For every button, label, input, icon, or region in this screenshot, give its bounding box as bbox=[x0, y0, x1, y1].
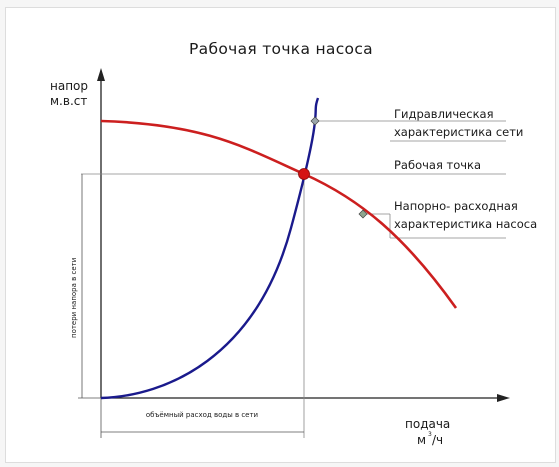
x-axis-arrow-icon bbox=[497, 394, 510, 402]
guide-lines bbox=[81, 120, 506, 438]
head-loss-dimension: потери напора в сети bbox=[70, 174, 101, 399]
network-characteristic-label-line1: Гидравлическая bbox=[394, 107, 494, 121]
volume-flow-label: объёмный расход воды в сети bbox=[146, 411, 258, 419]
operating-point-label: Рабочая точка bbox=[394, 158, 481, 172]
operating-point-marker bbox=[298, 168, 310, 180]
pump-operating-point-diagram: Рабочая точка насоса напор м.в.ст подача… bbox=[50, 40, 537, 447]
pump-curve-marker bbox=[358, 209, 368, 219]
x-axis-unit-superscript: 3 bbox=[428, 431, 432, 438]
pump-characteristic-label-line2: характеристика насоса bbox=[394, 217, 537, 231]
x-axis-unit-base: м bbox=[417, 433, 426, 447]
network-curve-marker bbox=[310, 116, 320, 126]
x-axis-label-quantity: подача bbox=[405, 417, 450, 431]
x-axis-unit-tail: /ч bbox=[432, 433, 443, 447]
y-axis-arrow-icon bbox=[97, 68, 105, 81]
x-axis-label-unit: м 3 /ч bbox=[417, 431, 443, 447]
network-characteristic-label-line2: характеристика сети bbox=[394, 125, 523, 139]
network-curve bbox=[100, 97, 320, 400]
head-loss-label: потери напора в сети bbox=[70, 258, 78, 338]
diagram-canvas: Рабочая точка насоса напор м.в.ст подача… bbox=[5, 7, 556, 463]
x-axis bbox=[101, 394, 510, 402]
y-axis-label-quantity: напор bbox=[50, 79, 88, 93]
pump-characteristic-label-line1: Напорно- расходная bbox=[394, 199, 518, 213]
pump-curve bbox=[100, 119, 458, 309]
volume-flow-dimension: объёмный расход воды в сети bbox=[100, 398, 304, 438]
diagram-title: Рабочая точка насоса bbox=[189, 40, 373, 58]
y-axis-label-unit: м.в.ст bbox=[50, 94, 87, 108]
y-axis bbox=[97, 68, 105, 398]
